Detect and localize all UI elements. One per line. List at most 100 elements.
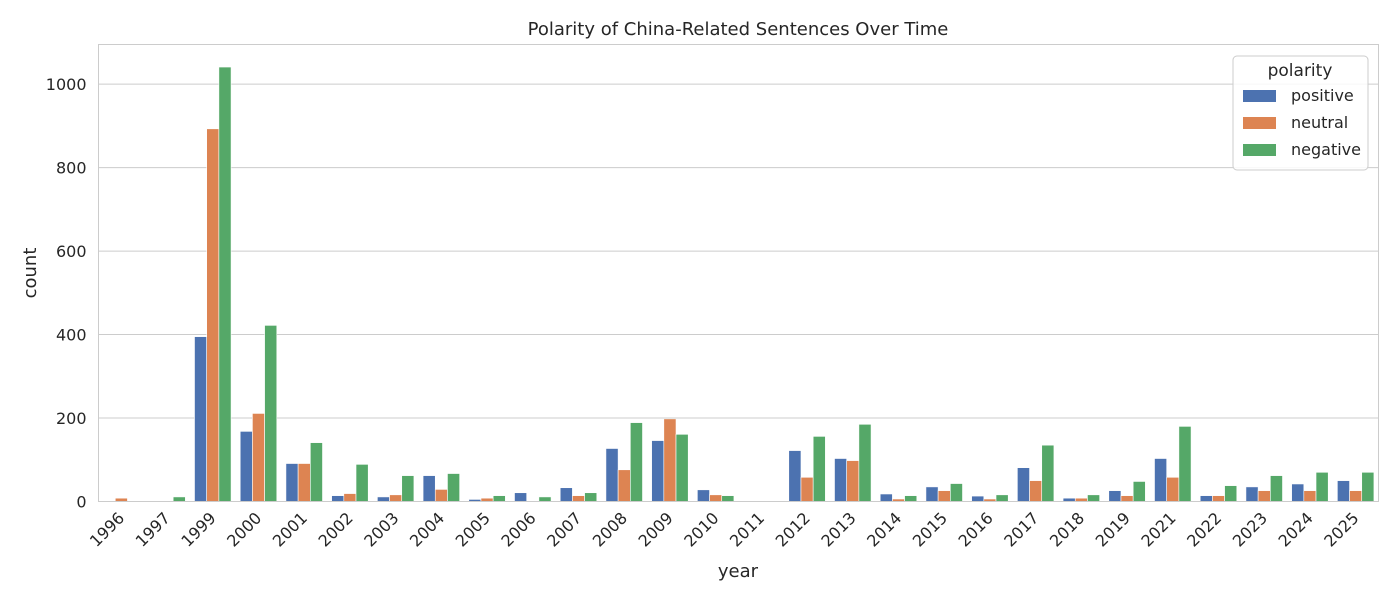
x-tick-label: 2001 [269, 508, 311, 550]
bar-negative-1997 [172, 496, 186, 502]
bar-positive-2012 [788, 450, 802, 502]
bar-neutral-2013 [846, 460, 860, 502]
bar-neutral-2021 [1166, 476, 1180, 502]
legend: polarity positive neutral negative [1232, 55, 1369, 171]
bar-positive-2013 [834, 458, 847, 502]
y-tick-labels: 0 200 400 600 800 1000 [46, 75, 87, 511]
plot-frame [98, 44, 1379, 502]
legend-label-negative: negative [1291, 140, 1361, 159]
legend-swatch-positive [1243, 90, 1276, 102]
x-tick-label: 2015 [909, 508, 951, 550]
bar-neutral-2002 [343, 493, 357, 502]
bar-negative-2024 [1315, 471, 1329, 502]
legend-label-neutral: neutral [1291, 113, 1348, 132]
bar-positive-2015 [925, 486, 939, 502]
x-tick-label: 2006 [497, 508, 539, 550]
bar-neutral-2007 [572, 495, 585, 502]
bar-positive-2025 [1337, 480, 1350, 502]
x-tick-label: 2005 [452, 508, 494, 550]
x-tick-label: 2004 [406, 508, 448, 550]
bar-positive-2019 [1108, 490, 1122, 502]
x-tick-label: 2010 [680, 508, 722, 550]
x-tick-label: 2002 [315, 508, 357, 550]
x-tick-label: 2022 [1183, 508, 1225, 550]
bar-neutral-2018 [1074, 497, 1088, 502]
x-tick-label: 1997 [132, 508, 174, 550]
x-tick-label: 2021 [1137, 508, 1179, 550]
bar-negative-1999 [218, 66, 232, 502]
bar-positive-2003 [377, 496, 390, 502]
bar-positive-2018 [1062, 497, 1076, 502]
x-tick-label: 2019 [1092, 508, 1134, 550]
bar-negative-2002 [355, 464, 369, 502]
bar-positive-1999 [194, 336, 207, 502]
bar-negative-2022 [1224, 485, 1238, 502]
bar-neutral-2015 [937, 490, 951, 502]
bar-positive-2021 [1154, 458, 1167, 502]
bar-positive-2007 [559, 487, 573, 502]
bar-neutral-2012 [800, 476, 814, 502]
x-tick-label: 2007 [543, 508, 585, 550]
bar-negative-2013 [858, 423, 872, 502]
bar-negative-2015 [950, 483, 963, 502]
bar-negative-2003 [401, 475, 415, 502]
x-tick-label: 2017 [1000, 508, 1042, 550]
legend-swatch-neutral [1243, 117, 1276, 129]
bar-neutral-2004 [434, 489, 448, 502]
bar-neutral-2024 [1303, 490, 1317, 502]
y-tick-label: 200 [56, 409, 87, 428]
plot-area [98, 44, 1379, 502]
x-tick-label: 2000 [223, 508, 265, 550]
bar-neutral-2008 [617, 469, 631, 502]
bar-negative-2004 [447, 473, 460, 502]
bar-neutral-2000 [252, 413, 265, 502]
x-tick-label: 2013 [817, 508, 859, 550]
bar-positive-2006 [514, 492, 527, 502]
bar-neutral-2023 [1257, 490, 1271, 502]
bar-neutral-2009 [663, 418, 677, 502]
bar-negative-2016 [995, 494, 1009, 502]
y-tick-label: 800 [56, 159, 87, 178]
x-tick-label: 2009 [635, 508, 677, 550]
bar-neutral-1999 [206, 128, 220, 502]
bar-negative-2018 [1087, 494, 1100, 502]
bar-positive-2017 [1017, 467, 1030, 502]
bar-positive-2022 [1199, 495, 1213, 502]
legend-box [1232, 55, 1369, 171]
x-tick-label: 2014 [863, 508, 905, 550]
x-tick-label: 2012 [772, 508, 814, 550]
legend-label-positive: positive [1291, 86, 1354, 105]
x-tick-label: 2018 [1046, 508, 1088, 550]
x-tick-label: 2011 [726, 508, 768, 550]
bar-positive-2000 [239, 431, 253, 502]
bar-positive-2016 [971, 495, 985, 502]
bar-neutral-2003 [389, 494, 403, 502]
bar-neutral-2022 [1212, 495, 1225, 502]
bar-negative-2023 [1270, 475, 1283, 502]
bar-negative-2008 [630, 422, 643, 502]
y-tick-label: 600 [56, 242, 87, 261]
legend-title: polarity [1268, 61, 1333, 81]
bar-negative-2006 [538, 496, 552, 502]
bar-neutral-2019 [1120, 495, 1134, 502]
x-tick-label: 2016 [955, 508, 997, 550]
y-axis-label: count [20, 248, 41, 299]
x-tick-label: 2008 [589, 508, 631, 550]
bar-negative-2001 [310, 442, 323, 502]
x-tick-label: 2025 [1320, 508, 1362, 550]
bar-positive-2024 [1291, 483, 1305, 502]
x-axis-label: year [718, 561, 759, 582]
bar-positive-2010 [697, 489, 710, 502]
bar-negative-2007 [584, 492, 598, 502]
legend-swatch-negative [1243, 144, 1276, 156]
bar-positive-2002 [331, 495, 345, 502]
bar-negative-2009 [675, 434, 689, 502]
bar-negative-2025 [1361, 471, 1375, 502]
bar-positive-2004 [422, 475, 436, 502]
bar-negative-2014 [904, 495, 918, 502]
y-tick-label: 400 [56, 326, 87, 345]
y-tick-label: 1000 [46, 75, 87, 94]
x-tick-labels: 1996 1997 1999 2000 2001 2002 2003 2004 2005 2006… [86, 508, 1363, 550]
bar-positive-2008 [605, 448, 619, 502]
y-tick-label: 0 [76, 493, 86, 512]
